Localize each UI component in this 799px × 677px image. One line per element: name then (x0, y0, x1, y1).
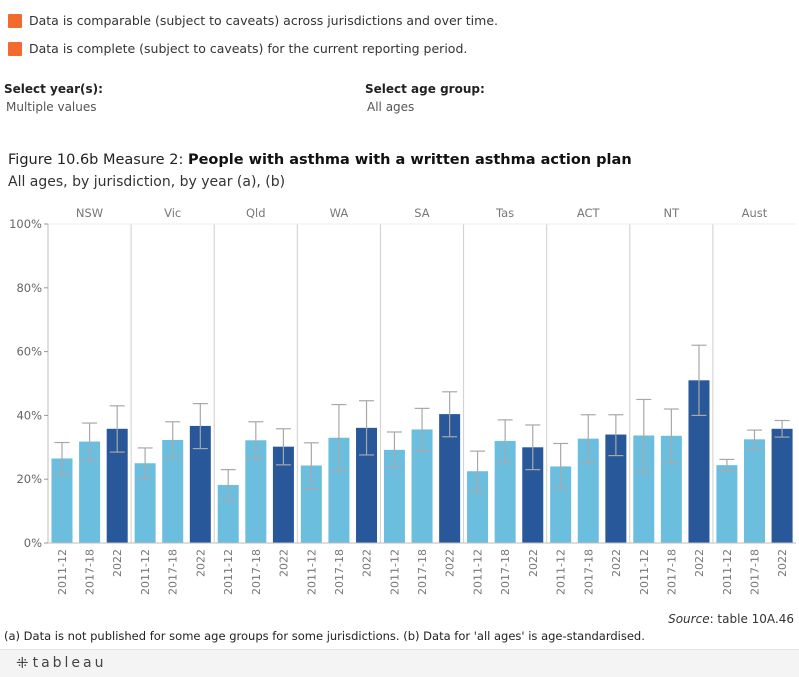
bar (217, 484, 239, 543)
y-tick-label: 80% (16, 281, 42, 295)
x-tick-label: 2022 (693, 549, 706, 577)
x-tick-label: 2017-18 (167, 549, 180, 595)
x-tick-label: 2022 (361, 549, 374, 577)
panel-header: NSW (76, 206, 103, 220)
bar (605, 434, 627, 543)
x-tick-label: 2022 (776, 549, 789, 577)
bar-chart: 0% 20% 40% 60% 80% 100% NSW 2011-12 2017-18 2022 V… (9, 206, 796, 595)
bar (633, 435, 655, 543)
figure-title-prefix: Figure 10.6b Measure 2: (8, 152, 188, 168)
panel-header: Aust (742, 206, 768, 220)
year-filter-dropdown[interactable]: Multiple values (6, 100, 97, 114)
bar (162, 439, 184, 543)
x-tick-label: 2017-18 (748, 549, 761, 595)
legend-item-complete: Data is complete (subject to caveats) fo… (8, 41, 467, 56)
x-tick-label: 2017-18 (84, 549, 97, 595)
panel-header: ACT (577, 206, 601, 220)
y-tick-label: 60% (16, 345, 42, 359)
bar (356, 427, 378, 543)
age-filter-dropdown[interactable]: All ages (367, 100, 415, 114)
age-filter: Select age group: All ages (365, 82, 485, 114)
bar (51, 458, 73, 543)
bar (743, 439, 765, 543)
y-tick-label: 0% (24, 536, 42, 550)
y-tick-label: 20% (16, 472, 42, 486)
bar (716, 465, 738, 543)
x-tick-label: 2017-18 (582, 549, 595, 595)
bar (272, 446, 294, 543)
panel-header: WA (330, 206, 349, 220)
x-tick-label: 2022 (277, 549, 290, 577)
bar (411, 429, 433, 543)
figure-title: Figure 10.6b Measure 2: People with asth… (8, 152, 632, 168)
x-tick-label: 2017-18 (416, 549, 429, 595)
year-filter: Select year(s): Multiple values (4, 82, 103, 114)
bar (79, 441, 101, 543)
x-tick-label: 2017-18 (499, 549, 512, 595)
legend-item-comparable: Data is comparable (subject to caveats) … (8, 13, 498, 28)
x-tick-label: 2011-12 (638, 549, 651, 595)
x-tick-label: 2017-18 (333, 549, 346, 595)
tableau-wordmark: tableau (32, 655, 107, 671)
x-tick-label: 2022 (111, 549, 124, 577)
x-tick-label: 2022 (527, 549, 540, 577)
x-tick-label: 2022 (444, 549, 457, 577)
panel-header: Vic (164, 206, 181, 220)
bar (106, 428, 128, 543)
panel-header: Tas (495, 206, 514, 220)
x-tick-label: 2017-18 (665, 549, 678, 595)
bar (467, 471, 489, 543)
source-note: Source: table 10A.46 (668, 612, 794, 626)
bar (328, 437, 350, 543)
age-filter-label: Select age group: (365, 82, 485, 96)
year-filter-label: Select year(s): (4, 82, 103, 96)
panel-header: NT (664, 206, 681, 220)
footnote: (a) Data is not published for some age g… (4, 629, 645, 643)
bar (494, 440, 516, 543)
x-tick-label: 2022 (610, 549, 623, 577)
panel-header: SA (414, 206, 430, 220)
bar (550, 466, 572, 543)
x-tick-label: 2011-12 (56, 549, 69, 595)
bar (189, 425, 211, 543)
bar (245, 440, 267, 543)
bar (134, 463, 156, 543)
figure-title-bold: People with asthma with a written asthma… (187, 152, 632, 168)
bar (688, 380, 710, 543)
bar (522, 447, 544, 543)
legend-label: Data is complete (subject to caveats) fo… (29, 41, 468, 56)
x-tick-label: 2011-12 (721, 549, 734, 595)
x-tick-label: 2011-12 (472, 549, 485, 595)
bar (771, 428, 793, 543)
tableau-logo[interactable]: ⁜ tableau (16, 654, 107, 672)
x-tick-label: 2011-12 (139, 549, 152, 595)
bar (300, 465, 322, 543)
x-tick-label: 2011-12 (388, 549, 401, 595)
panel-header: Qld (246, 206, 266, 220)
x-tick-label: 2011-12 (305, 549, 318, 595)
tableau-plus-icon: ⁜ (16, 654, 29, 672)
orange-square-icon (8, 41, 22, 56)
bar (439, 414, 461, 543)
y-tick-label: 100% (9, 217, 42, 231)
bar (383, 449, 405, 543)
tableau-footer: ⁜ tableau (0, 649, 799, 677)
legend-label: Data is comparable (subject to caveats) … (29, 13, 498, 28)
figure-subtitle: All ages, by jurisdiction, by year (a), … (8, 174, 286, 190)
orange-square-icon (8, 13, 22, 28)
y-tick-label: 40% (16, 408, 42, 422)
x-tick-label: 2011-12 (555, 549, 568, 595)
source-text: : table 10A.46 (709, 612, 794, 626)
x-tick-label: 2022 (194, 549, 207, 577)
x-tick-label: 2017-18 (250, 549, 263, 595)
source-prefix: Source (668, 612, 710, 626)
bar (577, 438, 599, 543)
x-tick-label: 2011-12 (222, 549, 235, 595)
